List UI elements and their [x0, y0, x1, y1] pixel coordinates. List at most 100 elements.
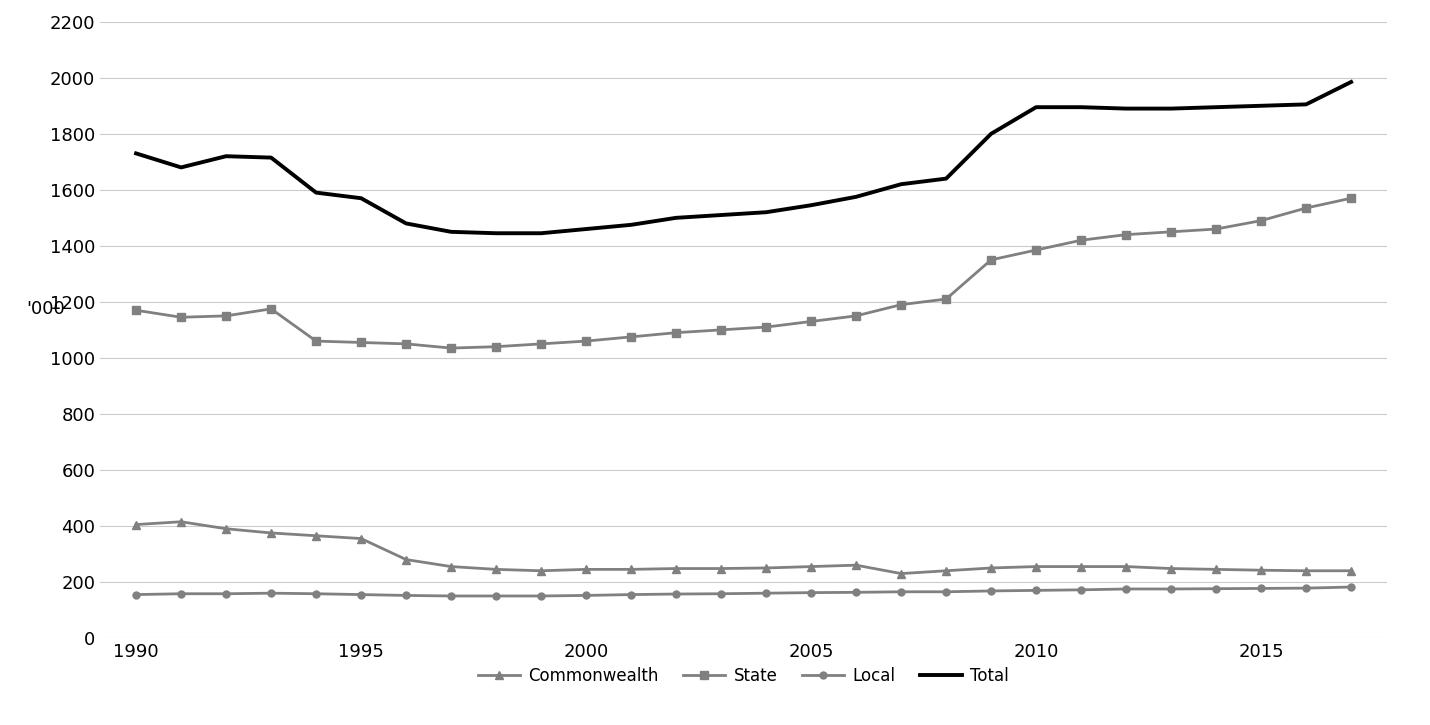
Local — [758, 589, 775, 597]
Local — [712, 589, 729, 598]
State — [622, 333, 639, 341]
Commonwealth — [1117, 562, 1134, 571]
Total — [442, 228, 459, 236]
Commonwealth — [1072, 562, 1090, 571]
Total — [758, 208, 775, 217]
Local — [217, 589, 235, 598]
State — [892, 300, 909, 309]
State — [668, 328, 685, 337]
Line: Commonwealth: Commonwealth — [132, 518, 1356, 578]
Total — [1117, 104, 1134, 113]
Total — [1253, 102, 1270, 110]
Line: Total: Total — [136, 82, 1351, 233]
State — [1072, 236, 1090, 244]
Local — [532, 592, 549, 600]
Commonwealth — [668, 564, 685, 573]
Local — [263, 589, 280, 597]
State — [353, 338, 370, 347]
Commonwealth — [442, 562, 459, 571]
State — [1207, 225, 1224, 233]
Total — [892, 180, 909, 189]
Local — [1072, 586, 1090, 594]
Commonwealth — [892, 569, 909, 578]
Local — [442, 592, 459, 600]
State — [442, 344, 459, 352]
Total — [1028, 103, 1045, 112]
Local — [398, 591, 415, 600]
Total — [263, 153, 280, 162]
Local — [173, 589, 190, 598]
Commonwealth — [1297, 566, 1314, 575]
Commonwealth — [1253, 566, 1270, 574]
Local — [1297, 584, 1314, 592]
Total — [1072, 103, 1090, 112]
State — [173, 313, 190, 322]
State — [712, 326, 729, 334]
Total — [1207, 103, 1224, 112]
Commonwealth — [398, 555, 415, 564]
Commonwealth — [263, 529, 280, 537]
Local — [622, 590, 639, 599]
State — [1163, 228, 1180, 236]
Local — [127, 590, 144, 599]
State — [802, 317, 819, 326]
Total — [217, 152, 235, 160]
Commonwealth — [712, 564, 729, 573]
Total — [1343, 78, 1360, 86]
State — [1343, 194, 1360, 202]
Commonwealth — [127, 521, 144, 529]
State — [263, 304, 280, 313]
State — [398, 339, 415, 348]
Local — [938, 587, 955, 596]
Commonwealth — [217, 524, 235, 533]
Commonwealth — [1343, 566, 1360, 575]
Local — [488, 592, 505, 600]
State — [848, 312, 865, 320]
Local — [353, 590, 370, 599]
State — [307, 336, 325, 345]
Local — [1117, 584, 1134, 593]
Total — [802, 201, 819, 210]
Total — [668, 213, 685, 222]
Total — [1163, 104, 1180, 113]
Total — [353, 194, 370, 202]
State — [532, 339, 549, 348]
Total — [488, 229, 505, 238]
Local — [578, 591, 595, 600]
Local — [1163, 584, 1180, 593]
State — [127, 306, 144, 315]
Local — [982, 587, 1000, 595]
Commonwealth — [578, 565, 595, 573]
Commonwealth — [488, 565, 505, 573]
State — [1117, 231, 1134, 239]
Local — [668, 589, 685, 598]
Total — [398, 219, 415, 228]
State — [578, 336, 595, 345]
Local — [1028, 586, 1045, 594]
Commonwealth — [173, 518, 190, 526]
Local — [892, 587, 909, 596]
Line: Local: Local — [133, 584, 1354, 600]
Total — [532, 229, 549, 238]
Local — [1343, 583, 1360, 592]
State — [758, 323, 775, 331]
Commonwealth — [353, 534, 370, 543]
Commonwealth — [848, 561, 865, 570]
Commonwealth — [938, 566, 955, 575]
Local — [802, 588, 819, 597]
Total — [127, 149, 144, 158]
Local — [307, 589, 325, 598]
Local — [848, 588, 865, 597]
Total — [712, 211, 729, 220]
State — [1253, 216, 1270, 225]
Line: State: State — [132, 194, 1356, 352]
Commonwealth — [758, 563, 775, 572]
Total — [982, 130, 1000, 138]
Legend: Commonwealth, State, Local, Total: Commonwealth, State, Local, Total — [472, 660, 1015, 692]
Commonwealth — [532, 566, 549, 575]
Commonwealth — [622, 565, 639, 573]
Commonwealth — [802, 562, 819, 571]
Local — [1207, 584, 1224, 593]
Commonwealth — [1028, 562, 1045, 571]
Total — [578, 225, 595, 233]
